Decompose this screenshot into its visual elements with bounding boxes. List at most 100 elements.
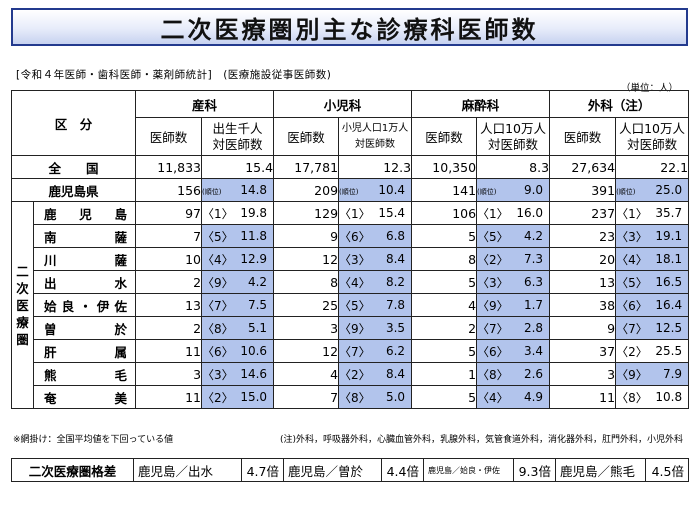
name-char: 児 [79, 206, 92, 222]
disparity-value: 4.7倍 [241, 458, 284, 482]
name-char: 奄 [44, 390, 57, 406]
subheader-rate: 人口10万人 対医師数 [615, 117, 690, 156]
rate-value: 12.9 [240, 252, 268, 266]
name-char: 南 [44, 229, 57, 245]
district-name-chars: 肝属 [34, 342, 135, 361]
district-row: 姶良・伊佐 13 〈7〉 7.5 25 〈5〉 7.8 4 〈9〉 1.7 38 〈6〉 16.4 [12, 293, 690, 317]
district-count: 1 [411, 362, 478, 386]
rank-value: 〈8〉 [339, 390, 371, 405]
rank-value: 〈6〉 [202, 344, 234, 359]
footer-notes: ※網掛け：全国平均値を下回っている値 (注)外科，呼吸器外科，心臓血管外科，乳腺… [13, 432, 683, 445]
district-rate: 〈7〉 12.5 [615, 316, 690, 340]
district-rate: 〈6〉 16.4 [615, 293, 690, 317]
disparity-table: 二次医療圏格差 鹿児島／出水 4.7倍 鹿児島／曽於 4.4倍 鹿児島／姶良・伊佐 9.3… [11, 458, 689, 482]
district-name-chars: 出水 [34, 273, 135, 292]
prefecture-row: 鹿児島県 156 (順位) 14.8 209 (順位) 10.4 141 (順位) 9.0 391(… [10, 178, 690, 202]
rank-value: 〈7〉 [202, 298, 234, 313]
district-count: 3 [273, 316, 340, 340]
name-char: 良 [61, 298, 75, 314]
national-value: 11,833 [135, 155, 203, 179]
district-name: 出水 [32, 270, 137, 294]
rate-value: 10.6 [240, 344, 268, 358]
district-count: 7 [273, 385, 340, 409]
rank-value: 〈9〉 [339, 321, 371, 336]
rank-label: (順位) [202, 188, 222, 196]
district-count: 12 [273, 247, 340, 271]
district-count: 11 [549, 385, 617, 409]
district-count: 3 [549, 362, 617, 386]
rank-value: 〈8〉 [616, 390, 648, 405]
highlight-legend: ※網掛け：全国平均値を下回っている値 [13, 435, 174, 445]
subheader-rate: 小児人口1万人 対医師数 [338, 117, 413, 156]
district-rate: 〈4〉 8.2 [338, 270, 413, 294]
rank-value: 〈7〉 [616, 321, 648, 336]
prefecture-rate: (順位) 10.4 [338, 178, 413, 202]
rank-value: 〈3〉 [339, 252, 371, 267]
rate-value: 6.8 [385, 229, 406, 243]
district-rate: 〈3〉 19.1 [615, 224, 690, 248]
prefecture-label: 鹿児島県 [10, 178, 137, 202]
rank-value: 〈1〉 [339, 206, 371, 221]
district-name: 姶良・伊佐 [32, 293, 137, 317]
name-char: 曽 [44, 321, 57, 337]
rate-value: 19.1 [655, 229, 683, 243]
name-char: 属 [114, 344, 128, 360]
district-count: 38 [549, 293, 617, 317]
district-rate: 〈3〉 8.4 [338, 247, 413, 271]
district-count: 97 [135, 201, 203, 225]
district-row: 川薩 10 〈4〉 12.9 12 〈3〉 8.4 8 〈2〉 7.3 20 〈4〉 18.1 [12, 247, 690, 271]
district-count: 2 [135, 270, 203, 294]
district-rate: 〈4〉 4.9 [476, 385, 551, 409]
district-row: 出水 2 〈9〉 4.2 8 〈4〉 8.2 5 〈3〉 6.3 13 〈5〉 16.5 [12, 270, 690, 294]
rank-value: 〈2〉 [616, 344, 648, 359]
district-count: 9 [549, 316, 617, 340]
rate-value: 10.4 [378, 183, 406, 197]
district-count: 11 [135, 385, 203, 409]
district-row: 奄美 11 〈2〉 15.0 7 〈8〉 5.0 5 〈4〉 4.9 11 〈8〉 10.8 [12, 385, 690, 409]
district-name: 奄美 [32, 385, 137, 409]
district-rate: 〈6〉 3.4 [476, 339, 551, 363]
district-rate: 〈9〉 7.9 [615, 362, 690, 386]
district-name-chars: 熊毛 [34, 365, 135, 384]
rate-value: 14.8 [240, 183, 268, 197]
rank-value: 〈2〉 [339, 367, 371, 382]
subheader-rate: 人口10万人 対医師数 [476, 117, 551, 156]
rate-value: 5.0 [385, 390, 406, 404]
rate-value: 16.0 [516, 206, 544, 220]
district-rate: 〈3〉 6.3 [476, 270, 551, 294]
national-value: 8.3 [476, 155, 551, 179]
district-name-chars: 鹿児島 [34, 204, 135, 223]
district-rate: 〈7〉 7.5 [201, 293, 275, 317]
district-count: 23 [549, 224, 617, 248]
district-count: 4 [411, 293, 478, 317]
district-name-chars: 川薩 [34, 250, 135, 269]
district-rate: 〈1〉 19.8 [201, 201, 275, 225]
name-char: 薩 [114, 252, 128, 268]
rate-value: 7.3 [523, 252, 544, 266]
district-name-chars: 奄美 [34, 388, 135, 407]
rate-value: 5.1 [247, 321, 268, 335]
district-count: 5 [411, 385, 478, 409]
rank-value: 〈1〉 [616, 206, 648, 221]
rate-value: 3.5 [385, 321, 406, 335]
rank-value: 〈4〉 [616, 252, 648, 267]
subheader-count: 医師数 [549, 117, 617, 156]
district-count: 37 [549, 339, 617, 363]
rank-value: 〈8〉 [202, 321, 234, 336]
rate-value: 6.2 [385, 344, 406, 358]
district-rate: 〈8〉 5.1 [201, 316, 275, 340]
disparity-pair: 鹿児島／熊毛 [555, 458, 646, 482]
district-count: 3 [135, 362, 203, 386]
district-rate: 〈2〉 8.4 [338, 362, 413, 386]
district-count: 129 [273, 201, 340, 225]
name-char: 川 [44, 252, 57, 268]
prefecture-count: 391 [549, 178, 617, 202]
rank-value: 〈6〉 [616, 298, 648, 313]
district-name: 熊毛 [32, 362, 137, 386]
group-header-anesthesiology: 麻酔科 [411, 90, 551, 118]
rate-value: 15.4 [378, 206, 406, 220]
prefecture-count: 156 [135, 178, 203, 202]
subheader-count: 医師数 [411, 117, 478, 156]
rank-value: 〈6〉 [339, 229, 371, 244]
district-count: 237 [549, 201, 617, 225]
